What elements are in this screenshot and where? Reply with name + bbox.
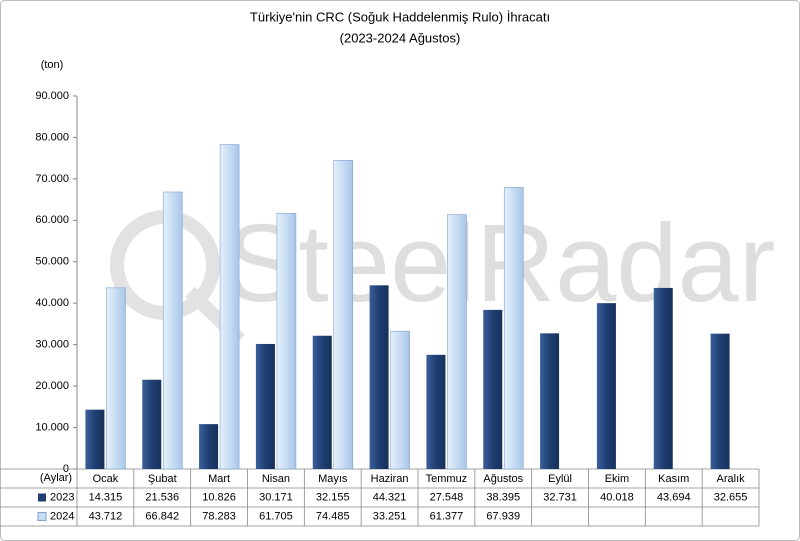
data-label: 66.842 [145,510,179,522]
bar [483,309,503,469]
legend-label: 2023 [50,491,74,503]
y-tick-label: 30.000 [35,339,69,351]
bar [653,287,673,469]
data-label: 67.939 [486,510,520,522]
data-label: 44.321 [373,491,407,503]
data-label: 32.655 [714,491,748,503]
bar [106,287,126,470]
data-label: 78.283 [202,510,236,522]
chart-subtitle: (2023-2024 Ağustos) [340,30,461,45]
bar [540,333,560,469]
x-tick-label: Ocak [93,473,119,485]
bar [85,409,105,469]
bar [219,144,240,470]
x-tick-label: Kasım [658,473,689,485]
data-label: 61.705 [259,510,293,522]
x-tick-label: Aralık [717,473,746,485]
data-label: 32.731 [543,491,577,503]
bar [390,330,410,470]
data-label: 40.018 [600,491,634,503]
bar [199,424,219,469]
bar [503,187,524,470]
data-label: 27.548 [430,491,464,503]
bar [596,303,616,469]
x-tick-label: Temmuz [426,473,468,485]
x-tick-label: Eylül [548,473,572,485]
bar [426,354,446,469]
x-tick-label: Mart [208,473,230,485]
bar [162,191,183,470]
bar [447,214,467,470]
x-tick-label: Nisan [262,473,290,485]
y-tick-label: 80.000 [35,131,69,143]
bar [710,333,730,469]
data-label: 10.826 [202,491,236,503]
bar [333,160,354,470]
data-label: 74.485 [316,510,350,522]
y-tick-label: 20.000 [35,380,69,392]
y-tick-label: 70.000 [35,173,69,185]
legend-swatch [38,493,46,502]
bar [276,212,297,470]
bar [255,343,275,469]
bar [312,335,332,469]
data-label: 14.315 [89,491,123,503]
x-tick-label: Mayıs [318,473,348,485]
y-tick-label: 10.000 [35,421,69,433]
bar [142,379,162,469]
data-label: 32.155 [316,491,350,503]
legend-swatch [37,512,47,521]
x-tick-label: Ağustos [483,473,523,485]
x-tick-label: Şubat [148,473,177,485]
legend-label: 2024 [50,510,74,522]
y-tick-label: 60.000 [35,214,69,226]
x-tick-label: Ekim [605,473,629,485]
data-label: 30.171 [259,491,293,503]
data-label: 21.536 [145,491,179,503]
y-tick-label: 40.000 [35,297,69,309]
data-label: 38.395 [486,491,520,503]
y-tick-label: 50.000 [35,256,69,268]
data-label: 61.377 [430,510,464,522]
bar [369,285,389,469]
y-tick-label: 90.000 [35,90,69,102]
data-label: 43.694 [657,491,691,503]
x-tick-label: Haziran [371,473,409,485]
y-axis-label: (ton) [41,59,64,71]
data-label: 33.251 [373,510,407,522]
watermark: SteelRadar [225,202,775,325]
data-label: 43.712 [89,510,123,522]
x-axis-label: (Aylar) [40,472,72,484]
chart-title: Türkiye'nin CRC (Soğuk Haddelenmiş Rulo)… [250,9,550,24]
